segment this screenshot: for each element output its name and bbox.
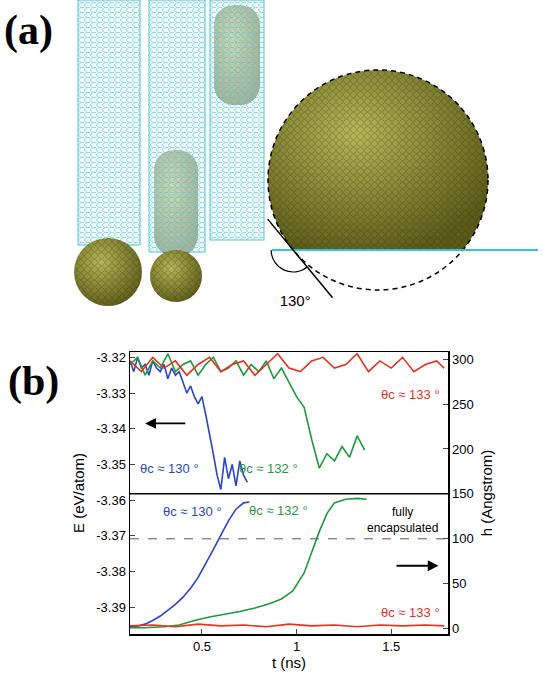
svg-text:150: 150 xyxy=(452,486,474,501)
svg-text:-3.36: -3.36 xyxy=(96,493,126,508)
svg-text:1: 1 xyxy=(293,639,300,654)
svg-text:0.5: 0.5 xyxy=(193,639,211,654)
svg-text:t (ns): t (ns) xyxy=(272,654,306,671)
svg-text:-3.33: -3.33 xyxy=(96,386,126,401)
svg-text:200: 200 xyxy=(452,442,474,457)
svg-text:θc ≈ 132 °: θc ≈ 132 ° xyxy=(249,503,308,518)
svg-text:θc ≈ 132 °: θc ≈ 132 ° xyxy=(239,461,298,476)
svg-text:θc ≈ 133 °: θc ≈ 133 ° xyxy=(381,605,440,620)
svg-text:(a): (a) xyxy=(4,7,53,54)
svg-text:-3.38: -3.38 xyxy=(96,564,126,579)
svg-text:-3.39: -3.39 xyxy=(96,600,126,615)
svg-text:θc ≈ 133 °: θc ≈ 133 ° xyxy=(381,387,440,402)
svg-text:130°: 130° xyxy=(280,292,311,309)
svg-text:h (Angstrom): h (Angstrom) xyxy=(478,450,495,537)
svg-text:fullyencapsulated: fullyencapsulated xyxy=(367,505,438,535)
svg-text:250: 250 xyxy=(452,397,474,412)
svg-text:1.5: 1.5 xyxy=(382,639,400,654)
svg-text:-3.32: -3.32 xyxy=(96,350,126,365)
svg-text:-3.37: -3.37 xyxy=(96,528,126,543)
svg-text:(b): (b) xyxy=(8,358,59,405)
svg-text:50: 50 xyxy=(452,576,466,591)
svg-text:300: 300 xyxy=(452,352,474,367)
svg-text:100: 100 xyxy=(452,531,474,546)
svg-text:θc ≈ 130 °: θc ≈ 130 ° xyxy=(163,504,222,519)
svg-text:-3.34: -3.34 xyxy=(96,421,126,436)
svg-text:E (eV/atom): E (eV/atom) xyxy=(70,453,87,533)
svg-text:-3.35: -3.35 xyxy=(96,457,126,472)
svg-text:0: 0 xyxy=(452,621,459,636)
svg-text:θc ≈ 130 °: θc ≈ 130 ° xyxy=(140,461,199,476)
